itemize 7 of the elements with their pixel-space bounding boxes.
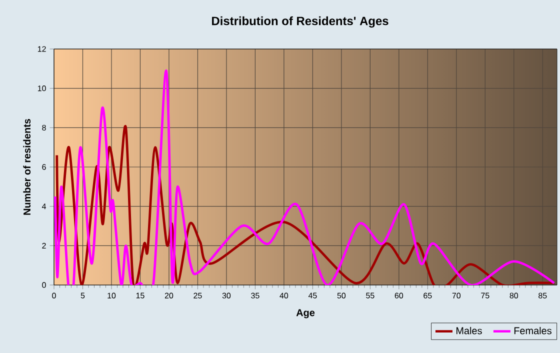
y-axis-title: Number of residents: [23, 118, 31, 215]
line-series: [56, 126, 556, 285]
legend-label: Males: [456, 326, 482, 334]
line-series: [54, 69, 556, 285]
x-axis-title: Age: [296, 309, 315, 318]
chart-title: Distribution of Residents' Ages: [212, 16, 388, 28]
legend-label: Females: [514, 326, 552, 334]
